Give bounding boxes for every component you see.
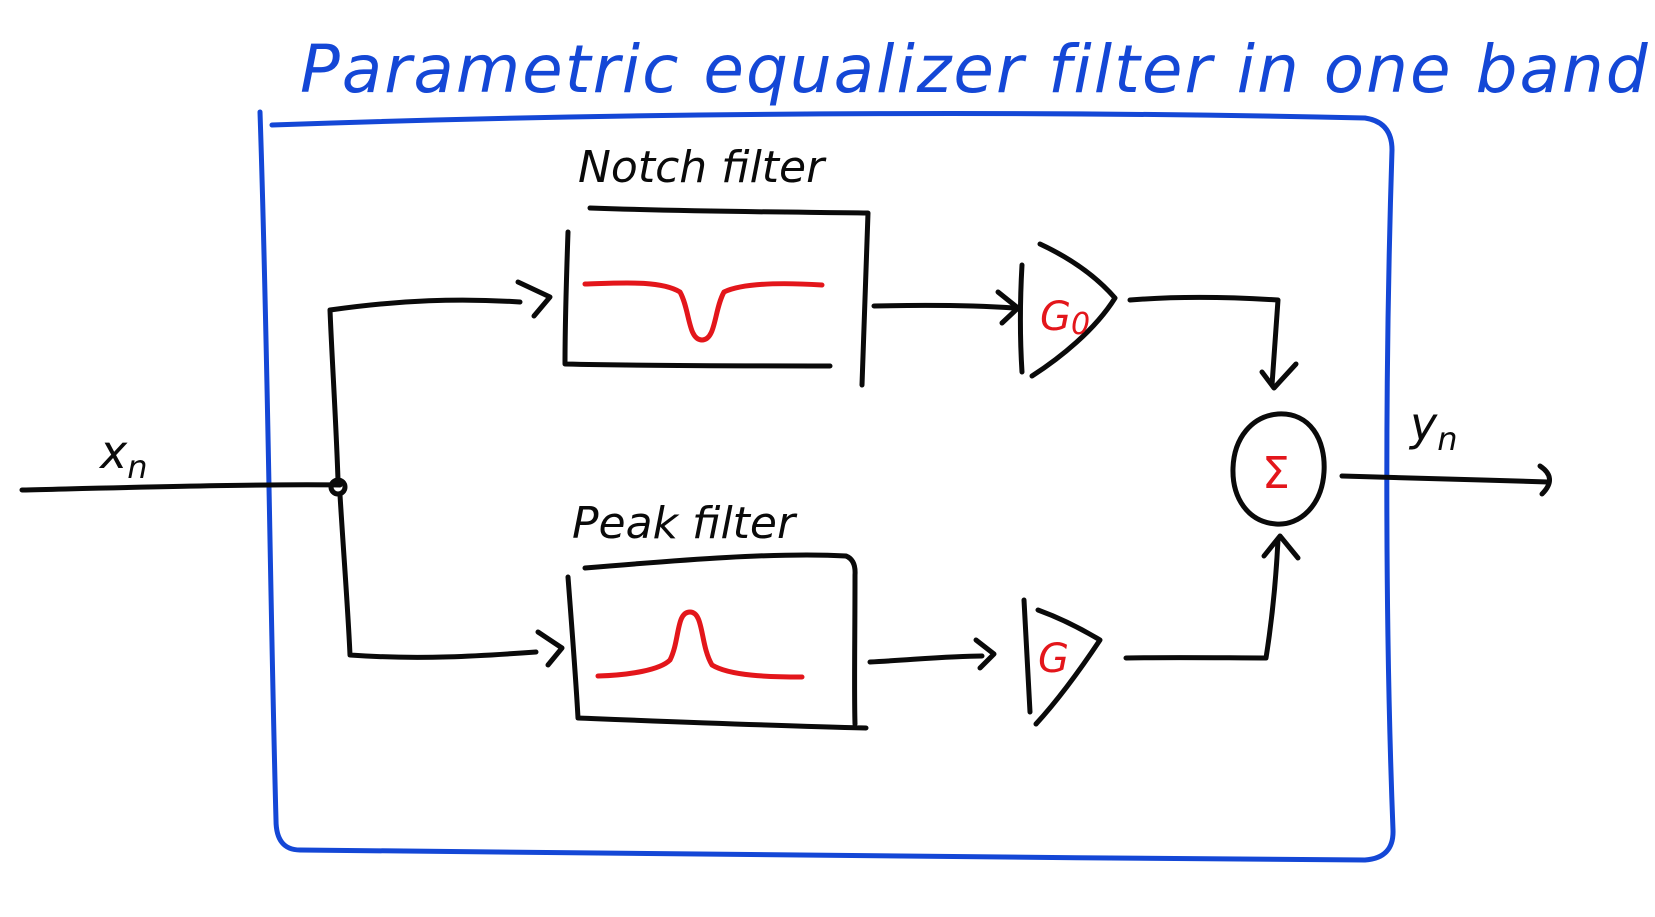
- output-line: [1339, 473, 1551, 485]
- peak-gain-amplifier: [1021, 597, 1103, 727]
- notch-input-arrowhead: [515, 279, 553, 319]
- diagram-title: Parametric equalizer filter in one band: [300, 31, 1650, 108]
- sum-top-arrowhead: [1259, 361, 1299, 391]
- notch-gain-amplifier: [1018, 241, 1118, 379]
- sum-bottom-arrowhead: [1261, 533, 1301, 561]
- peak-output-line: [867, 653, 985, 665]
- peak-response-curve: [595, 609, 805, 680]
- peak-gain-label: G: [1038, 636, 1069, 682]
- peak-filter-box: [565, 552, 869, 731]
- peak-gain-to-sum-line: [1123, 537, 1281, 661]
- notch-response-curve: [582, 280, 825, 343]
- notch-filter-label: Notch filter: [578, 142, 827, 193]
- branch-to-peak: [337, 492, 539, 660]
- output-label: yn: [1408, 397, 1458, 458]
- peak-input-arrowhead: [535, 629, 565, 668]
- peak-gain-arrowhead: [973, 637, 997, 671]
- summing-junction: [1230, 411, 1327, 527]
- notch-gain-label: G0: [1040, 294, 1090, 342]
- notch-output-line: [871, 302, 1017, 311]
- branch-to-notch: [327, 297, 523, 483]
- peak-filter-label: Peak filter: [572, 498, 798, 549]
- input-line: [19, 482, 343, 493]
- notch-gain-to-sum-line: [1127, 294, 1281, 388]
- output-arrowhead: [1537, 463, 1552, 497]
- notch-filter-box: [562, 205, 871, 388]
- outer-frame: [257, 109, 1396, 863]
- sum-symbol: Σ: [1262, 448, 1290, 499]
- input-label: xn: [98, 425, 148, 486]
